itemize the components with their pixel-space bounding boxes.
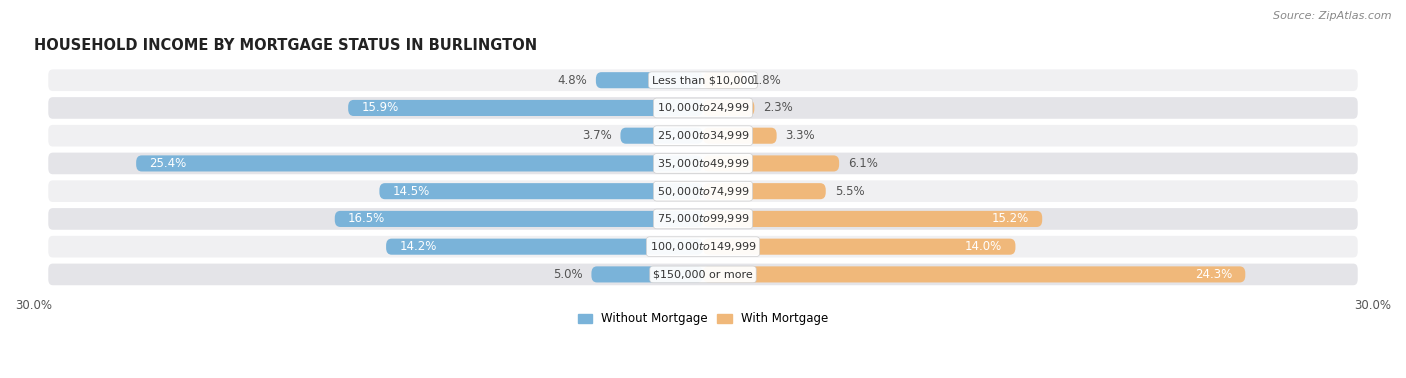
Text: 5.0%: 5.0%: [553, 268, 582, 281]
FancyBboxPatch shape: [136, 155, 703, 172]
Text: HOUSEHOLD INCOME BY MORTGAGE STATUS IN BURLINGTON: HOUSEHOLD INCOME BY MORTGAGE STATUS IN B…: [34, 38, 537, 53]
Text: $150,000 or more: $150,000 or more: [654, 270, 752, 279]
Text: $25,000 to $34,999: $25,000 to $34,999: [657, 129, 749, 142]
FancyBboxPatch shape: [46, 124, 1360, 148]
FancyBboxPatch shape: [703, 239, 1015, 255]
Text: $10,000 to $24,999: $10,000 to $24,999: [657, 101, 749, 115]
Text: 16.5%: 16.5%: [349, 212, 385, 225]
FancyBboxPatch shape: [349, 100, 703, 116]
FancyBboxPatch shape: [380, 183, 703, 199]
FancyBboxPatch shape: [620, 128, 703, 144]
Text: $35,000 to $49,999: $35,000 to $49,999: [657, 157, 749, 170]
FancyBboxPatch shape: [703, 183, 825, 199]
FancyBboxPatch shape: [703, 72, 744, 88]
FancyBboxPatch shape: [46, 262, 1360, 287]
FancyBboxPatch shape: [46, 234, 1360, 259]
FancyBboxPatch shape: [703, 266, 1246, 282]
FancyBboxPatch shape: [46, 179, 1360, 203]
Legend: Without Mortgage, With Mortgage: Without Mortgage, With Mortgage: [574, 307, 832, 330]
Text: 4.8%: 4.8%: [557, 74, 586, 87]
Text: 6.1%: 6.1%: [848, 157, 877, 170]
Text: 5.5%: 5.5%: [835, 185, 865, 198]
Text: 25.4%: 25.4%: [149, 157, 187, 170]
Text: 24.3%: 24.3%: [1195, 268, 1232, 281]
Text: 14.5%: 14.5%: [392, 185, 430, 198]
FancyBboxPatch shape: [46, 68, 1360, 92]
FancyBboxPatch shape: [335, 211, 703, 227]
FancyBboxPatch shape: [703, 128, 776, 144]
FancyBboxPatch shape: [46, 151, 1360, 176]
FancyBboxPatch shape: [387, 239, 703, 255]
FancyBboxPatch shape: [46, 207, 1360, 231]
Text: 14.0%: 14.0%: [965, 240, 1002, 253]
Text: Less than $10,000: Less than $10,000: [652, 75, 754, 85]
Text: 3.3%: 3.3%: [786, 129, 815, 142]
Text: 2.3%: 2.3%: [763, 101, 793, 115]
FancyBboxPatch shape: [703, 100, 755, 116]
Text: 3.7%: 3.7%: [582, 129, 612, 142]
Text: Source: ZipAtlas.com: Source: ZipAtlas.com: [1274, 11, 1392, 21]
Text: $75,000 to $99,999: $75,000 to $99,999: [657, 212, 749, 225]
Text: $100,000 to $149,999: $100,000 to $149,999: [650, 240, 756, 253]
Text: $50,000 to $74,999: $50,000 to $74,999: [657, 185, 749, 198]
FancyBboxPatch shape: [596, 72, 703, 88]
FancyBboxPatch shape: [703, 211, 1042, 227]
FancyBboxPatch shape: [46, 96, 1360, 120]
Text: 15.2%: 15.2%: [991, 212, 1029, 225]
Text: 15.9%: 15.9%: [361, 101, 399, 115]
FancyBboxPatch shape: [703, 155, 839, 172]
Text: 14.2%: 14.2%: [399, 240, 437, 253]
Text: 1.8%: 1.8%: [752, 74, 782, 87]
FancyBboxPatch shape: [592, 266, 703, 282]
